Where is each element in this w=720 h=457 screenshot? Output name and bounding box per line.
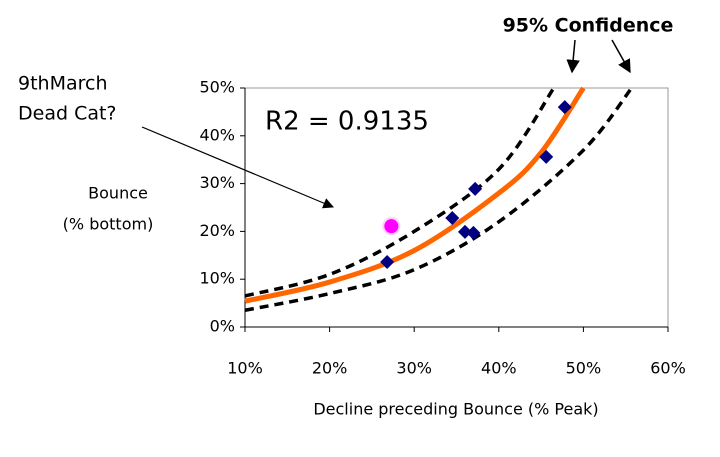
y-axis-label: Bounce: [88, 184, 148, 203]
x-tick-label: 20%: [312, 359, 348, 378]
x-tick-label: 40%: [481, 359, 517, 378]
annotation: 9thMarch: [18, 73, 108, 95]
arrow: [611, 39, 631, 74]
line: [244, 86, 634, 312]
x-tick-label: 30%: [396, 359, 432, 378]
y-axis-label: (% bottom): [63, 215, 154, 234]
point: [382, 217, 401, 236]
line: [244, 87, 556, 298]
y-tick-label: 30%: [199, 173, 235, 192]
y-tick-label: 20%: [199, 221, 235, 240]
annotation: Dead Cat?: [18, 103, 117, 125]
line: [244, 86, 586, 304]
point: [445, 211, 460, 226]
arrow: [141, 126, 334, 209]
x-tick-label: 50%: [566, 359, 602, 378]
point: [380, 254, 395, 269]
y-tick-label: 0%: [210, 317, 235, 336]
point: [539, 149, 554, 164]
point: [466, 225, 481, 240]
chart-title: 95% Confidence: [503, 15, 674, 37]
x-tick-label: 60%: [650, 359, 686, 378]
y-tick-label: 50%: [199, 78, 235, 97]
arrow: [566, 39, 580, 74]
x-tick-label: 10%: [227, 359, 263, 378]
y-tick-label: 40%: [199, 125, 235, 144]
point: [457, 224, 472, 239]
point: [468, 181, 483, 196]
x-axis-label: Decline preceding Bounce (% Peak): [313, 400, 598, 419]
y-tick-label: 10%: [199, 269, 235, 288]
point: [557, 100, 572, 115]
r2-label: R2 = 0.9135: [265, 107, 429, 137]
